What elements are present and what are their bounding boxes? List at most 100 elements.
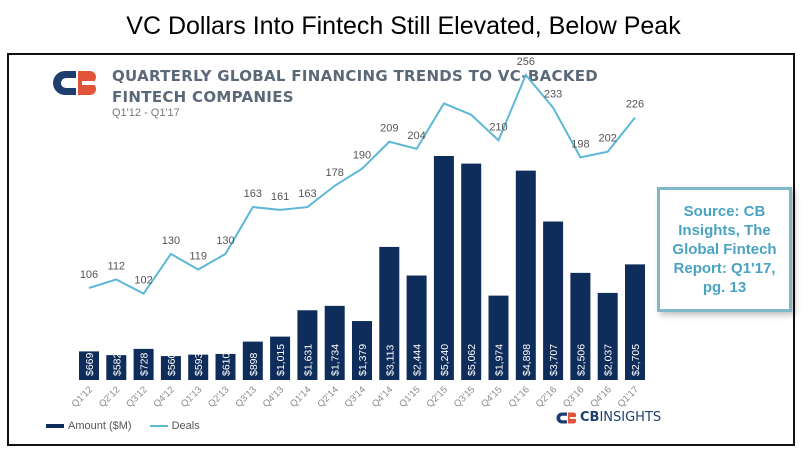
- x-tick-label-8: Q1'14: [288, 384, 314, 410]
- x-tick-label-0: Q1'12: [70, 384, 96, 410]
- deals-label-20: 226: [626, 99, 644, 111]
- bar-15: [488, 295, 509, 380]
- deals-label-18: 198: [571, 138, 589, 150]
- deals-label-7: 161: [271, 191, 289, 203]
- bar-value-label-18: $2,506: [575, 344, 587, 376]
- bar-value-label-10: $1,379: [357, 344, 369, 376]
- bar-value-label-11: $3,113: [384, 345, 396, 376]
- bar-value-label-4: $593: [193, 352, 205, 376]
- bar-6: [242, 341, 263, 380]
- deals-label-15: 210: [489, 121, 507, 133]
- legend-label-deals: Deals: [171, 420, 200, 432]
- deals-label-6: 163: [244, 188, 262, 200]
- x-tick-label-1: Q2'12: [97, 384, 123, 410]
- deals-label-19: 202: [599, 133, 617, 145]
- source-callout: Source: CB Insights, The Global Fintech …: [657, 187, 792, 312]
- deals-label-5: 130: [216, 235, 234, 247]
- bar-12: [406, 275, 427, 380]
- chart-title-line1: QUARTERLY GLOBAL FINANCING TRENDS TO VC-…: [112, 67, 599, 85]
- deals-label-0: 106: [80, 269, 98, 281]
- x-tick-label-17: Q2'16: [534, 384, 560, 410]
- bar-2: [133, 348, 154, 380]
- bar-value-label-13: $5,240: [439, 344, 451, 376]
- deals-label-11: 209: [380, 123, 398, 135]
- deals-label-1: 112: [108, 260, 126, 272]
- deals-label-2: 102: [134, 275, 152, 287]
- bar-value-label-20: $2,705: [630, 344, 642, 376]
- x-tick-label-7: Q4'13: [261, 384, 287, 410]
- bar-value-label-2: $728: [139, 352, 151, 376]
- legend-label-amount: Amount ($M): [68, 420, 132, 432]
- legend-swatch-deals: [149, 425, 168, 427]
- bar-13: [433, 156, 454, 380]
- bar-value-label-17: $3,707: [548, 344, 560, 376]
- chart-legend: Amount ($M) Deals: [46, 420, 200, 432]
- deals-label-4: 119: [189, 251, 207, 263]
- deals-label-17: 233: [544, 89, 562, 101]
- cb-brand-icon: [556, 412, 577, 423]
- bar-16: [515, 170, 536, 380]
- bar-1: [106, 355, 127, 380]
- deals-label-14: 228: [462, 96, 480, 108]
- source-text: Source: CB Insights, The Global Fintech …: [672, 203, 777, 296]
- deals-label-13: 236: [435, 84, 453, 96]
- x-tick-label-18: Q3'16: [561, 384, 587, 410]
- legend-swatch-amount: [46, 424, 64, 428]
- bar-value-label-6: $898: [248, 352, 260, 376]
- brand-name: CBINSIGHTS: [580, 410, 662, 425]
- bar-value-label-5: $610: [221, 352, 233, 376]
- deals-label-3: 130: [162, 235, 180, 247]
- chart-title-line2: FINTECH COMPANIES: [112, 88, 294, 106]
- deals-label-8: 163: [298, 188, 316, 200]
- bar-7: [270, 336, 291, 380]
- bar-8: [297, 310, 318, 380]
- cb-insights-logo-icon: [53, 71, 96, 95]
- legend-item-deals: Deals: [149, 420, 200, 432]
- bar-18: [570, 272, 591, 380]
- bar-11: [379, 246, 400, 380]
- deals-label-16: 256: [517, 56, 535, 68]
- x-tick-label-5: Q2'13: [206, 384, 232, 410]
- chart-subtitle: Q1'12 - Q1'17: [112, 107, 180, 119]
- x-tick-label-20: Q1'17: [616, 384, 642, 410]
- x-tick-label-19: Q4'16: [588, 384, 614, 410]
- bar-value-label-15: $1,974: [494, 344, 506, 376]
- bar-value-label-1: $582: [111, 352, 123, 376]
- page-title: VC Dollars Into Fintech Still Elevated, …: [126, 12, 681, 40]
- legend-item-amount: Amount ($M): [46, 420, 132, 432]
- bar-9: [324, 305, 345, 380]
- x-tick-label-15: Q4'15: [479, 384, 505, 410]
- bar-value-label-16: $4,898: [521, 344, 533, 376]
- bar-value-label-14: $5,062: [466, 344, 478, 376]
- chart-title: QUARTERLY GLOBAL FINANCING TRENDS TO VC-…: [112, 66, 598, 108]
- x-tick-label-11: Q4'14: [370, 384, 396, 410]
- x-tick-label-2: Q3'12: [124, 384, 150, 410]
- bar-value-label-0: $669: [84, 352, 96, 376]
- bar-3: [160, 356, 181, 380]
- x-tick-label-9: Q2'14: [315, 384, 341, 410]
- x-tick-label-14: Q3'15: [452, 384, 478, 410]
- bar-value-label-9: $1,734: [330, 344, 342, 376]
- x-tick-label-13: Q2'15: [425, 384, 451, 410]
- deals-label-10: 190: [353, 150, 371, 162]
- x-tick-label-3: Q4'12: [152, 384, 178, 410]
- deals-line: [88, 73, 636, 295]
- bar-17: [543, 221, 564, 380]
- bar-0: [79, 351, 99, 380]
- deals-label-12: 204: [407, 130, 425, 142]
- bar-value-label-19: $2,037: [603, 344, 615, 376]
- bar-value-label-3: $560: [166, 352, 178, 376]
- bar-value-label-12: $2,444: [412, 344, 424, 376]
- x-tick-label-10: Q3'14: [343, 384, 369, 410]
- deals-label-9: 178: [326, 167, 344, 179]
- bar-14: [461, 163, 482, 380]
- bar-10: [352, 321, 372, 380]
- bar-19: [597, 292, 618, 380]
- x-tick-label-6: Q3'13: [233, 384, 259, 410]
- cb-insights-brand: CBINSIGHTS: [556, 410, 661, 425]
- bar-value-label-7: $1,015: [275, 344, 287, 376]
- bar-5: [215, 353, 236, 380]
- bar-value-label-8: $1,631: [302, 344, 314, 376]
- bar-4: [188, 354, 209, 380]
